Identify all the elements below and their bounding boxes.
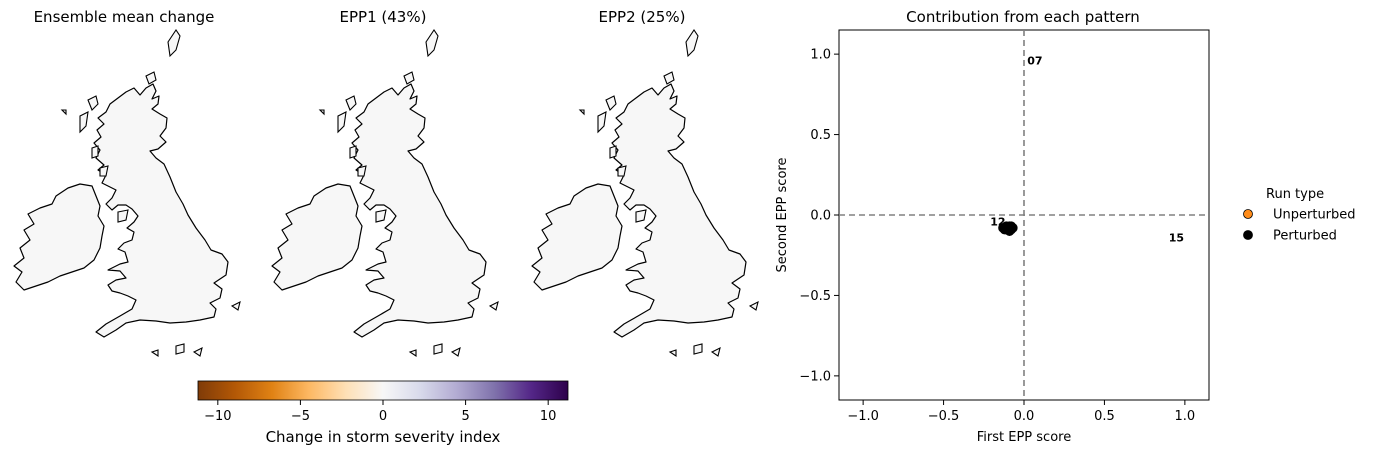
y-tick-label: 1.0 <box>810 48 831 63</box>
point-annotation: 12 <box>990 215 1005 228</box>
map-panel-3: EPP2 (25%) <box>531 8 759 357</box>
point-annotation: 15 <box>1169 232 1184 245</box>
scatter-title: Contribution from each pattern <box>906 8 1140 26</box>
perturbed-point <box>1004 226 1015 236</box>
colorbar-tick-label: 10 <box>540 409 557 424</box>
map-panel-2: EPP1 (43%) <box>271 8 499 357</box>
legend-title: Run type <box>1266 187 1324 202</box>
scatter-plot: Contribution from each pattern −1.0 −0.5 0… <box>775 8 1210 445</box>
y-tick-label: 0.0 <box>810 209 831 224</box>
colorbar-label: Change in storm severity index <box>266 428 501 446</box>
map-panel-1: Ensemble mean change <box>13 8 241 357</box>
map-title-1: Ensemble mean change <box>34 8 215 26</box>
legend-marker <box>1243 230 1253 240</box>
x-tick-label: 0.0 <box>1014 409 1035 424</box>
colorbar: −10 −5 0 5 10 Change in storm severity index <box>197 380 569 446</box>
legend: Run type Unperturbed Perturbed <box>1243 187 1356 244</box>
y-tick-label: −1.0 <box>799 369 831 384</box>
colorbar-tick-label: −10 <box>204 409 231 424</box>
y-tick-label: 0.5 <box>810 128 831 143</box>
y-tick-label: −0.5 <box>799 289 831 304</box>
x-tick-label: 0.5 <box>1094 409 1115 424</box>
map-title-3: EPP2 (25%) <box>599 8 686 26</box>
legend-marker <box>1243 209 1253 219</box>
legend-entry-label: Perturbed <box>1273 229 1337 244</box>
x-tick-label: −1.0 <box>847 409 879 424</box>
uk-map-1 <box>13 29 241 357</box>
x-axis-label: First EPP score <box>977 430 1071 445</box>
colorbar-gradient <box>197 380 569 401</box>
point-annotation: 07 <box>1027 55 1042 68</box>
x-tick-label: −0.5 <box>928 409 960 424</box>
uk-map-3 <box>531 29 759 357</box>
colorbar-tick-label: 5 <box>461 409 469 424</box>
map-title-2: EPP1 (43%) <box>340 8 427 26</box>
y-axis-label: Second EPP score <box>775 158 790 273</box>
uk-map-2 <box>271 29 499 357</box>
colorbar-tick-label: −5 <box>291 409 310 424</box>
legend-entry-label: Unperturbed <box>1273 208 1356 223</box>
x-tick-label: 1.0 <box>1175 409 1196 424</box>
colorbar-tick-label: 0 <box>379 409 387 424</box>
